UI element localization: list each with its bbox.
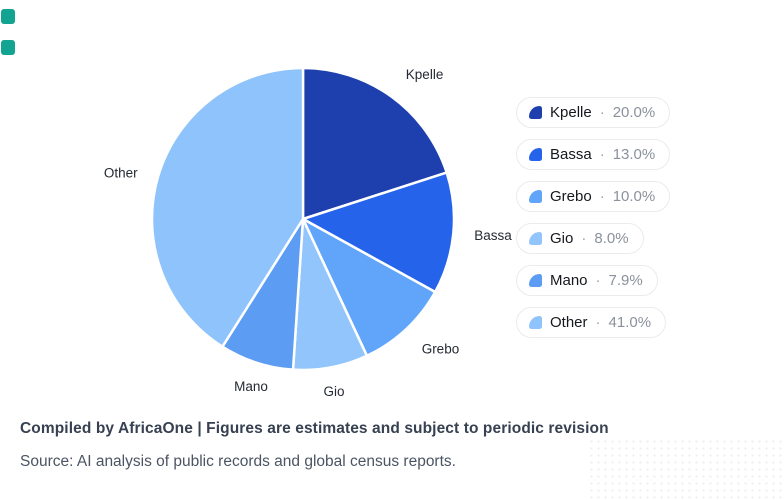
pie-label-kpelle: Kpelle [406, 67, 444, 82]
legend-separator: · [595, 272, 601, 289]
legend-value: 13.0% [612, 146, 656, 163]
legend-separator: · [599, 104, 605, 121]
legend-item-bassa[interactable]: Bassa · 13.0% [516, 139, 671, 170]
legend-separator: · [599, 146, 605, 163]
pie-slice-kpelle[interactable] [301, 66, 448, 221]
pie-label-mano: Mano [234, 379, 268, 394]
legend-separator: · [595, 314, 601, 331]
legend: Kpelle · 20.0% Bassa · 13.0% Grebo · 10.0% Gio · 8.… [516, 97, 671, 338]
legend-label: Other [550, 314, 588, 331]
footer-source-note: Source: AI analysis of public records an… [20, 453, 456, 470]
teal-square-marker [1, 9, 15, 24]
legend-value: 8.0% [594, 230, 629, 247]
pie-slice-swatch-icon [529, 232, 542, 245]
pie-slice-bassa[interactable] [301, 171, 456, 294]
legend-value: 7.9% [608, 272, 643, 289]
legend-label: Bassa [550, 146, 592, 163]
legend-item-gio[interactable]: Gio · 8.0% [516, 223, 644, 254]
pie-label-bassa: Bassa [474, 228, 512, 243]
pie-slice-swatch-icon [529, 148, 542, 161]
legend-separator: · [599, 188, 605, 205]
legend-value: 41.0% [608, 314, 652, 331]
legend-value: 10.0% [612, 188, 656, 205]
legend-label: Kpelle [550, 104, 592, 121]
legend-item-kpelle[interactable]: Kpelle · 20.0% [516, 97, 671, 128]
legend-value: 20.0% [612, 104, 656, 121]
legend-item-grebo[interactable]: Grebo · 10.0% [516, 181, 671, 212]
pie-label-gio: Gio [323, 384, 344, 399]
footer-compiled-note: Compiled by AfricaOne | Figures are esti… [20, 420, 609, 437]
pie-slice-swatch-icon [529, 274, 542, 287]
legend-item-other[interactable]: Other · 41.0% [516, 307, 667, 338]
legend-label: Grebo [550, 188, 592, 205]
pie-slice-swatch-icon [529, 190, 542, 203]
legend-separator: · [581, 230, 587, 247]
pie-slice-swatch-icon [529, 106, 542, 119]
legend-label: Mano [550, 272, 588, 289]
legend-item-mano[interactable]: Mano · 7.9% [516, 265, 658, 296]
pie-label-grebo: Grebo [422, 342, 460, 357]
teal-square-marker [1, 40, 15, 55]
pie-slice-other[interactable] [150, 66, 305, 348]
legend-label: Gio [550, 230, 574, 247]
pie-label-other: Other [104, 165, 138, 180]
pie-slice-swatch-icon [529, 316, 542, 329]
pie-slice-grebo[interactable] [301, 217, 437, 358]
